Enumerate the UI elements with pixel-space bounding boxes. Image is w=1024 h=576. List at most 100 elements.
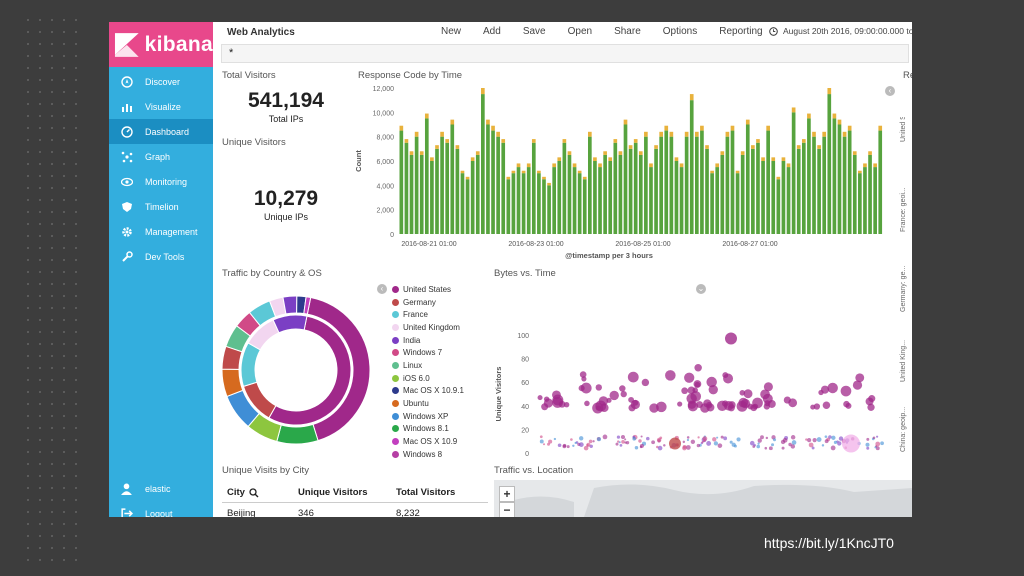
scatter-point[interactable] — [807, 438, 812, 443]
bar-200[interactable] — [720, 154, 725, 234]
bar-200[interactable] — [852, 154, 857, 234]
bar-404[interactable] — [542, 176, 546, 180]
bar-200[interactable] — [659, 136, 663, 234]
bar-404[interactable] — [430, 157, 434, 161]
donut-outer-slice[interactable] — [276, 423, 319, 445]
bar-404[interactable] — [450, 119, 455, 125]
scatter-point[interactable] — [867, 403, 875, 411]
bar-404[interactable] — [873, 163, 877, 168]
scatter-point[interactable] — [760, 389, 770, 400]
scatter-point[interactable] — [574, 441, 577, 445]
menu-reporting[interactable]: Reporting — [719, 26, 763, 37]
bar-200[interactable] — [593, 161, 597, 234]
scatter-point[interactable] — [620, 435, 626, 440]
bar-404[interactable] — [664, 125, 669, 131]
bar-200[interactable] — [827, 94, 832, 234]
bar-404[interactable] — [858, 170, 862, 174]
legend-item[interactable]: India — [392, 334, 464, 347]
bar-404[interactable] — [700, 125, 704, 131]
menu-add[interactable]: Add — [483, 26, 501, 37]
bar-404[interactable] — [470, 157, 475, 161]
scatter-point[interactable] — [586, 444, 589, 447]
scatter-point[interactable] — [684, 372, 695, 383]
scatter-point[interactable] — [840, 385, 852, 397]
scatter-point[interactable] — [872, 436, 876, 440]
scatter-point[interactable] — [876, 435, 879, 438]
scatter-point[interactable] — [609, 390, 619, 401]
bar-404[interactable] — [440, 131, 444, 137]
scatter-point[interactable] — [760, 435, 764, 440]
bar-404[interactable] — [633, 139, 638, 143]
bar-404[interactable] — [409, 151, 414, 155]
bar-200[interactable] — [633, 142, 638, 234]
scatter-point[interactable] — [669, 437, 681, 450]
bar-200[interactable] — [424, 118, 429, 234]
legend-item[interactable]: Mac OS X 10.9.1 — [392, 385, 464, 398]
scatter-point[interactable] — [563, 402, 570, 408]
bar-200[interactable] — [700, 130, 704, 234]
scatter-point[interactable] — [657, 445, 663, 451]
scatter-point[interactable] — [821, 444, 825, 447]
scatter-point[interactable] — [728, 401, 736, 409]
legend-toggle-icon[interactable]: ‹ — [377, 284, 387, 294]
bar-404[interactable] — [822, 131, 827, 137]
scatter-point[interactable] — [541, 403, 549, 411]
bar-404[interactable] — [526, 163, 531, 168]
scatter-point[interactable] — [690, 439, 696, 444]
bar-200[interactable] — [868, 154, 872, 234]
bar-200[interactable] — [771, 161, 776, 234]
scatter-point[interactable] — [805, 438, 808, 441]
bar-200[interactable] — [669, 136, 674, 234]
scatter-point[interactable] — [708, 385, 718, 395]
bar-404[interactable] — [644, 131, 648, 137]
bar-404[interactable] — [598, 163, 602, 168]
bar-200[interactable] — [521, 173, 526, 234]
bar-200[interactable] — [628, 148, 633, 234]
scatter-point[interactable] — [686, 393, 697, 404]
bar-404[interactable] — [419, 151, 424, 155]
bar-404[interactable] — [588, 131, 592, 137]
scatter-point[interactable] — [765, 436, 769, 440]
scatter-point[interactable] — [818, 389, 824, 396]
scatter-point[interactable] — [855, 373, 865, 383]
scatter-point[interactable] — [562, 443, 567, 448]
bar-404[interactable] — [827, 88, 832, 95]
bar-200[interactable] — [567, 154, 572, 234]
scatter-point[interactable] — [865, 442, 870, 447]
scatter-point[interactable] — [830, 445, 836, 451]
bar-200[interactable] — [470, 161, 475, 234]
scatter-point[interactable] — [782, 438, 788, 443]
bar-200[interactable] — [878, 130, 883, 234]
bar-200[interactable] — [399, 130, 404, 234]
scatter-point[interactable] — [638, 439, 642, 443]
scatter-point[interactable] — [696, 443, 700, 448]
scatter-point[interactable] — [706, 441, 712, 446]
scatter-point[interactable] — [729, 440, 733, 444]
bar-404[interactable] — [817, 145, 821, 149]
sidebar-item-management[interactable]: Management — [109, 219, 213, 244]
scatter-point[interactable] — [579, 442, 584, 447]
scatter-point[interactable] — [537, 395, 543, 401]
bar-404[interactable] — [679, 163, 684, 168]
sidebar-item-visualize[interactable]: Visualize — [109, 94, 213, 119]
scatter-point[interactable] — [694, 363, 702, 372]
scatter-point[interactable] — [833, 440, 838, 444]
bar-200[interactable] — [822, 136, 827, 234]
bar-404[interactable] — [435, 145, 439, 149]
bar-404[interactable] — [623, 119, 628, 125]
bar-404[interactable] — [501, 139, 506, 143]
bar-200[interactable] — [679, 167, 684, 234]
scatter-point[interactable] — [763, 382, 773, 392]
bar-404[interactable] — [720, 151, 725, 155]
bar-404[interactable] — [878, 125, 883, 131]
scatter-point[interactable] — [681, 387, 688, 395]
scatter-point[interactable] — [624, 441, 627, 444]
scatter-point[interactable] — [602, 434, 608, 440]
bar-200[interactable] — [526, 167, 531, 234]
scatter-point[interactable] — [740, 398, 751, 409]
bar-200[interactable] — [613, 142, 618, 234]
scatter-point[interactable] — [720, 435, 724, 439]
bar-404[interactable] — [638, 151, 643, 155]
bar-404[interactable] — [812, 131, 816, 137]
scatter-point[interactable] — [716, 436, 719, 439]
